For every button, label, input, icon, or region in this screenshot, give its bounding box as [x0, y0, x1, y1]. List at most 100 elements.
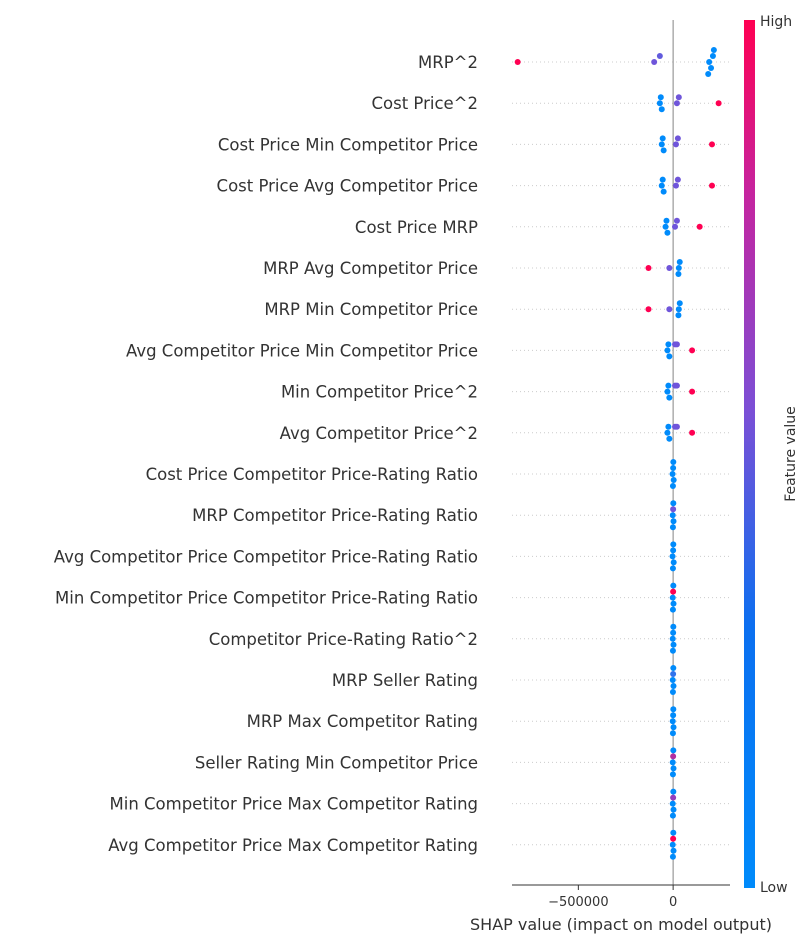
shap-point — [675, 271, 682, 277]
feature-label: Min Competitor Price Competitor Price-Ra… — [55, 589, 478, 608]
shap-point — [670, 518, 677, 525]
colorbar-title: Feature value — [783, 406, 799, 502]
shap-point — [670, 623, 677, 630]
shap-point — [708, 182, 715, 189]
shap-point — [656, 53, 663, 59]
shap-point — [669, 718, 676, 725]
shap-point — [705, 71, 712, 77]
shap-point — [696, 223, 703, 230]
colorbar-low-label: Low — [760, 880, 788, 896]
shap-point — [669, 553, 676, 560]
shap-point — [658, 182, 665, 189]
shap-point — [658, 141, 665, 148]
shap-point — [670, 629, 677, 636]
shap-point — [670, 459, 677, 465]
shap-point — [676, 300, 683, 307]
shap-point — [708, 141, 715, 148]
shap-point — [670, 806, 677, 813]
feature-label: MRP^2 — [418, 53, 478, 72]
shap-point — [669, 771, 676, 778]
shap-point — [673, 217, 680, 224]
shap-point — [666, 265, 673, 271]
shap-point — [665, 341, 672, 348]
shap-point — [708, 65, 715, 71]
shap-point — [669, 853, 676, 860]
shap-point — [651, 59, 658, 65]
feature-label: Cost Price Avg Competitor Price — [217, 177, 478, 196]
shap-point — [657, 94, 664, 101]
shap-point — [669, 800, 676, 807]
shap-point — [669, 812, 676, 819]
shap-point — [669, 471, 676, 477]
shap-point — [665, 423, 672, 430]
shap-point — [665, 382, 672, 389]
shap-point — [670, 671, 677, 677]
shap-point — [669, 689, 676, 695]
shap-point — [670, 559, 677, 566]
shap-point — [675, 265, 682, 271]
x-tick-label: −500000 — [548, 895, 609, 910]
shap-point — [645, 306, 652, 313]
shap-point — [676, 259, 683, 265]
shap-point — [669, 677, 676, 683]
colorbar: High Low Feature value — [744, 14, 799, 896]
shap-point — [689, 388, 696, 395]
feature-label: MRP Avg Competitor Price — [263, 259, 478, 278]
shap-point — [689, 429, 696, 436]
feature-label: Cost Price MRP — [355, 218, 478, 237]
shap-point — [664, 347, 671, 354]
shap-point — [669, 730, 676, 737]
feature-label: MRP Min Competitor Price — [264, 300, 478, 319]
colorbar-gradient — [744, 20, 755, 888]
shap-point — [669, 759, 676, 766]
shap-point — [670, 506, 677, 513]
feature-label: Seller Rating Min Competitor Price — [195, 753, 478, 772]
shap-point — [669, 512, 676, 519]
x-axis: −500000 0 — [512, 884, 730, 910]
shap-point — [669, 841, 676, 848]
feature-label: Min Competitor Price Max Competitor Rati… — [110, 795, 479, 814]
shap-point — [664, 229, 671, 236]
shap-point — [670, 588, 677, 595]
shap-point — [669, 635, 676, 642]
colorbar-high-label: High — [760, 14, 792, 30]
shap-point — [673, 100, 680, 107]
shap-point — [670, 665, 677, 671]
shap-point — [669, 594, 676, 601]
shap-point — [670, 829, 677, 836]
x-axis-title: SHAP value (impact on model output) — [470, 915, 772, 934]
shap-point — [674, 176, 681, 183]
shap-point — [669, 606, 676, 613]
shap-point — [670, 706, 677, 713]
shap-point — [715, 100, 722, 107]
row-guides — [512, 61, 730, 846]
feature-label: Avg Competitor Price Max Competitor Rati… — [108, 836, 478, 855]
shap-point — [672, 182, 679, 189]
shap-point — [670, 465, 677, 471]
shap-point — [669, 647, 676, 654]
shap-point — [670, 477, 677, 483]
shap-point — [670, 847, 677, 854]
shap-point — [659, 135, 666, 142]
shap-point — [669, 483, 676, 489]
shap-point — [709, 53, 716, 59]
shap-point — [666, 306, 673, 313]
shap-point — [660, 188, 667, 195]
shap-point — [675, 312, 682, 319]
shap-point — [666, 435, 673, 442]
shap-point — [673, 382, 680, 389]
shap-point — [689, 347, 696, 354]
shap-point — [670, 547, 677, 554]
shap-point — [675, 306, 682, 313]
feature-label: Avg Competitor Price^2 — [280, 424, 478, 443]
shap-point — [670, 500, 677, 507]
feature-label: Cost Price Competitor Price-Rating Ratio — [146, 465, 478, 484]
shap-point — [672, 141, 679, 148]
shap-point — [664, 388, 671, 395]
x-tick-label: 0 — [669, 895, 677, 910]
shap-point — [666, 353, 673, 360]
feature-label: Min Competitor Price^2 — [281, 383, 478, 402]
shap-point — [663, 217, 670, 224]
feature-label: Avg Competitor Price Min Competitor Pric… — [126, 341, 478, 360]
shap-point — [673, 423, 680, 430]
